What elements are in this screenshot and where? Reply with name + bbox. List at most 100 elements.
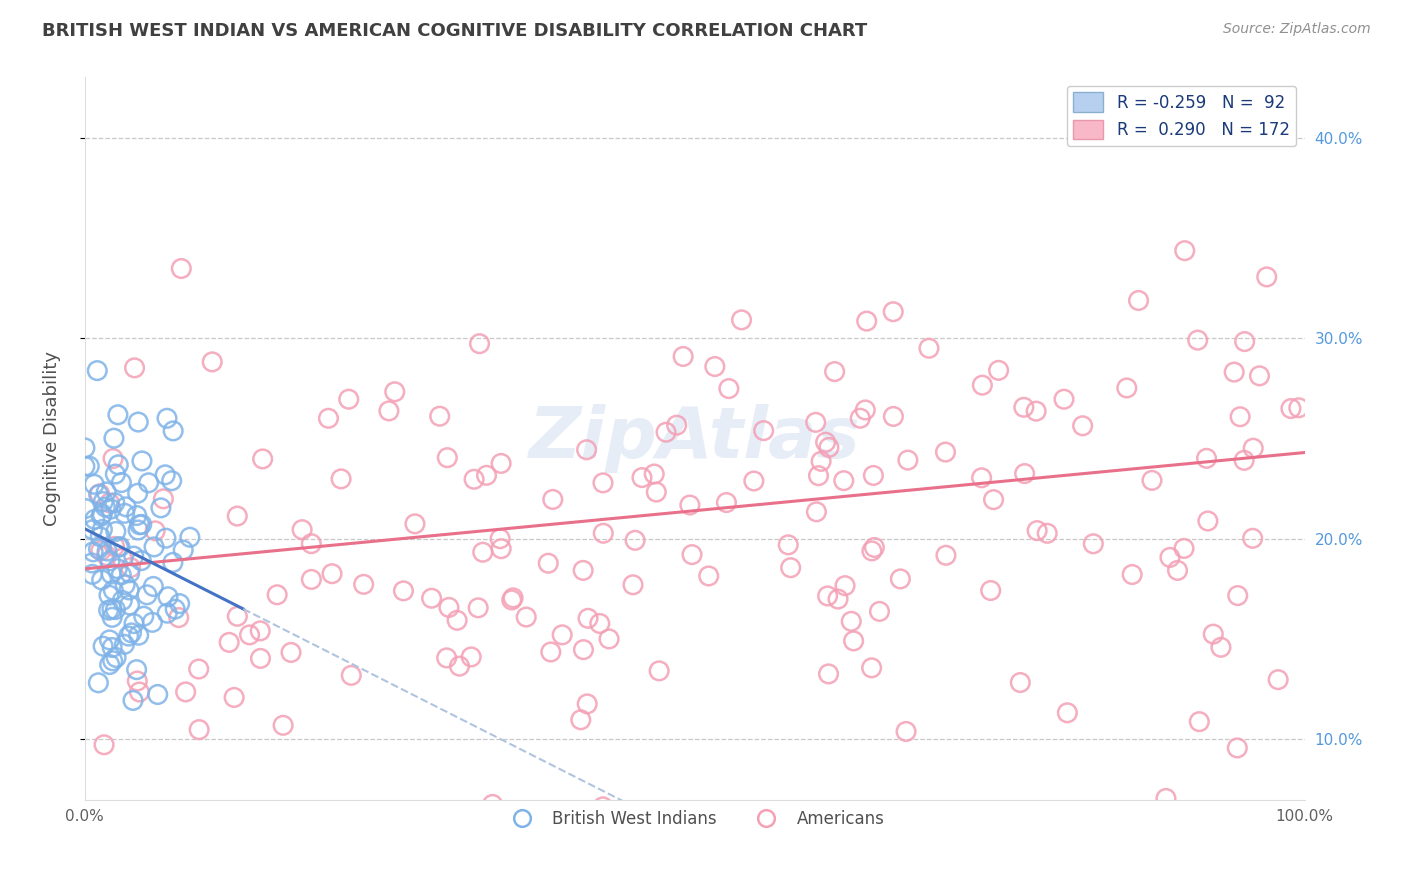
Point (1025, 404, 1047, 418)
Point (1241, 441, 1264, 455)
Point (141, 615, 163, 630)
Point (839, 615, 862, 629)
Point (90, 573, 112, 587)
Point (82, 567, 104, 582)
Point (128, 628, 150, 642)
Point (100, 566, 122, 581)
Point (1233, 453, 1256, 467)
Point (91, 639, 114, 653)
Point (87, 488, 110, 502)
Point (104, 467, 127, 481)
Point (156, 411, 179, 425)
Point (987, 363, 1010, 377)
Point (863, 541, 886, 555)
Point (897, 453, 920, 467)
Point (1188, 714, 1211, 729)
Point (87, 541, 110, 556)
Point (1223, 365, 1246, 379)
Point (1187, 333, 1209, 347)
Point (91, 523, 114, 537)
Point (882, 409, 904, 424)
Point (446, 613, 468, 627)
Point (82, 523, 104, 537)
Point (89, 530, 111, 544)
Point (156, 590, 179, 604)
Point (814, 435, 837, 450)
Point (115, 500, 138, 514)
Point (378, 404, 401, 418)
Point (540, 645, 562, 659)
Point (188, 723, 211, 737)
Point (105, 650, 128, 665)
Point (90, 509, 112, 524)
Point (869, 604, 891, 618)
Point (810, 454, 832, 468)
Point (589, 616, 612, 631)
Point (111, 593, 134, 607)
Point (170, 261, 193, 276)
Point (103, 540, 125, 554)
Point (779, 560, 801, 574)
Point (576, 697, 599, 711)
Point (1071, 418, 1094, 433)
Point (93, 738, 115, 752)
Point (860, 661, 883, 675)
Point (118, 566, 141, 580)
Point (1159, 550, 1181, 565)
Point (120, 560, 142, 574)
Point (127, 486, 149, 500)
Point (834, 579, 856, 593)
Point (569, 713, 592, 727)
Text: BRITISH WEST INDIAN VS AMERICAN COGNITIVE DISABILITY CORRELATION CHART: BRITISH WEST INDIAN VS AMERICAN COGNITIV… (42, 22, 868, 40)
Point (592, 475, 614, 490)
Point (1241, 531, 1264, 545)
Point (1121, 567, 1143, 582)
Point (1014, 467, 1036, 481)
Point (128, 685, 150, 699)
Text: Source: ZipAtlas.com: Source: ZipAtlas.com (1223, 22, 1371, 37)
Point (818, 441, 841, 455)
Point (108, 540, 131, 554)
Point (681, 548, 703, 562)
Point (162, 556, 184, 570)
Point (934, 445, 956, 459)
Point (160, 474, 183, 488)
Point (1026, 524, 1049, 538)
Point (127, 415, 149, 429)
Point (80, 556, 103, 570)
Point (218, 635, 240, 649)
Point (79, 459, 101, 474)
Point (124, 360, 146, 375)
Point (96, 544, 118, 558)
Point (179, 530, 201, 544)
Point (817, 667, 839, 681)
Point (101, 640, 124, 655)
Point (318, 411, 340, 425)
Point (467, 600, 489, 615)
Point (299, 573, 322, 587)
Point (862, 468, 884, 483)
Point (889, 572, 911, 586)
Point (716, 495, 738, 509)
Point (96, 485, 118, 500)
Point (187, 662, 209, 676)
Point (404, 516, 426, 531)
Point (918, 341, 941, 355)
Point (436, 450, 458, 465)
Point (107, 540, 129, 554)
Point (806, 505, 828, 519)
Point (105, 561, 128, 575)
Point (420, 591, 443, 606)
Point (101, 610, 124, 624)
Point (576, 611, 599, 625)
Point (96, 549, 118, 563)
Point (125, 508, 148, 523)
Point (249, 651, 271, 665)
Point (165, 602, 187, 616)
Point (551, 628, 574, 642)
Point (73, 441, 96, 455)
Point (114, 577, 136, 591)
Point (90, 543, 112, 558)
Point (1197, 514, 1219, 528)
Point (1229, 409, 1251, 424)
